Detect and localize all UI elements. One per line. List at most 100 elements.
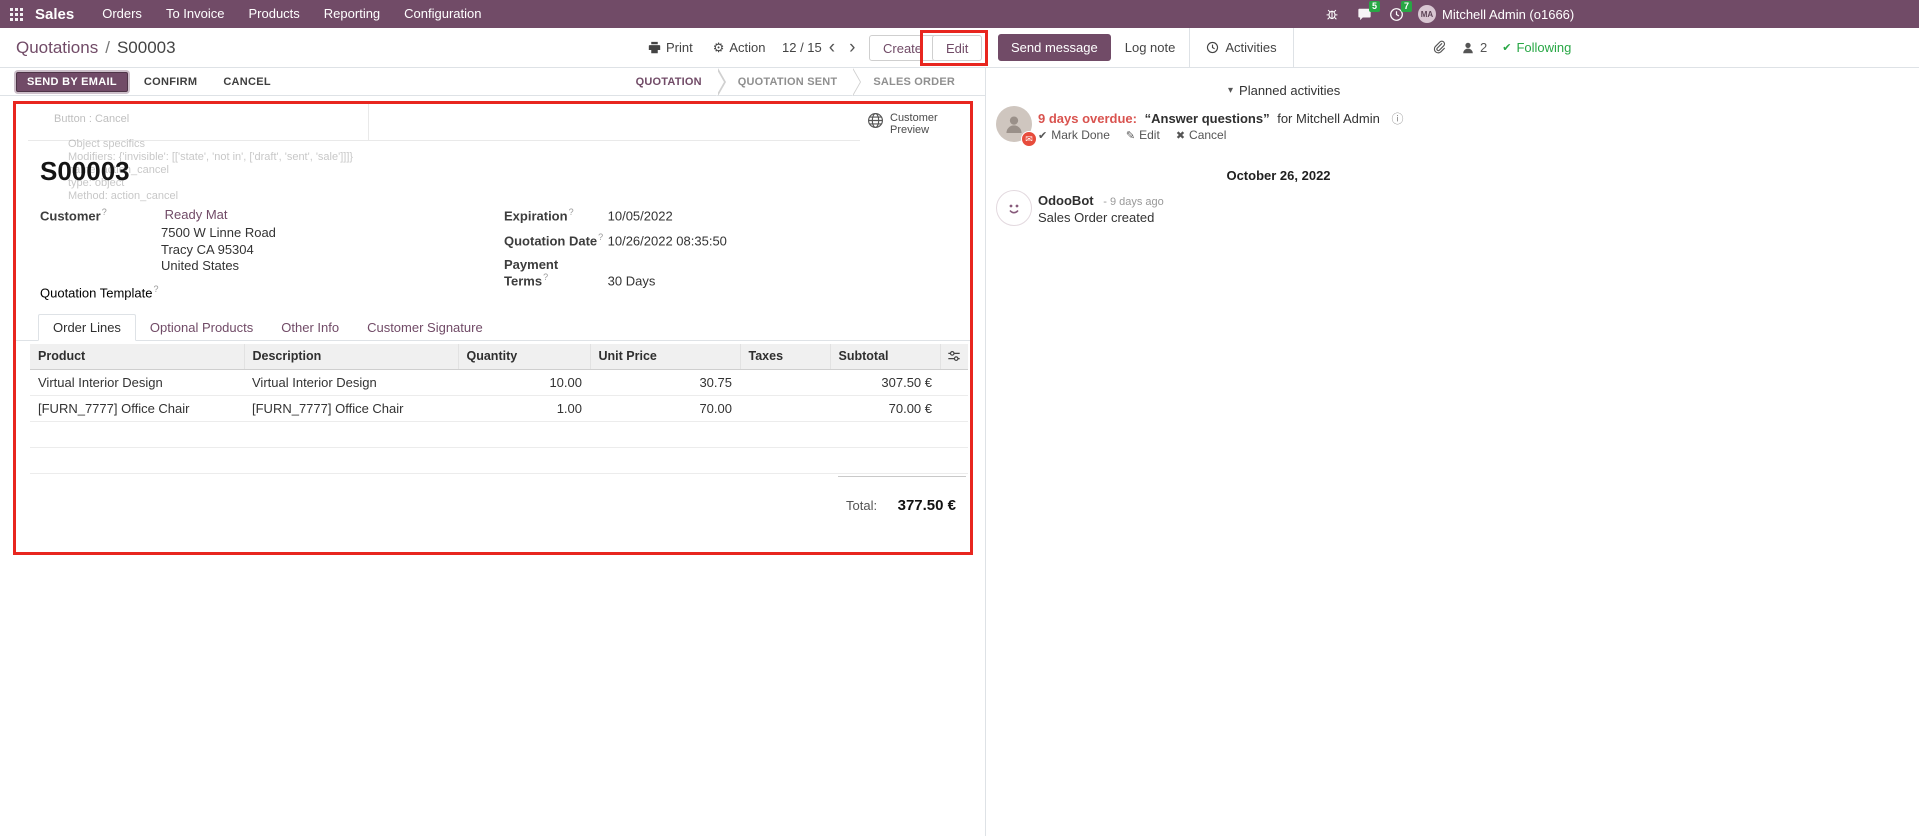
gear-icon: ⚙ (712, 39, 725, 55)
help-marker: ? (543, 272, 549, 282)
activity-edit-label: Edit (1139, 128, 1160, 142)
caret-down-icon: ▾ (1228, 85, 1234, 96)
followers-button[interactable]: 2 (1461, 40, 1487, 55)
sliders-icon (948, 351, 960, 362)
chatter-panel: ▾ Planned activities ✉ 9 days overdue: “… (985, 68, 1919, 836)
menu-to-invoice[interactable]: To Invoice (165, 6, 225, 21)
pager-previous-icon[interactable]: ‹ (828, 37, 836, 58)
breadcrumb-quotations-link[interactable]: Quotations (16, 37, 99, 57)
quotation-template-label: Quotation Template (40, 285, 153, 301)
cell-quantity: 10.00 (458, 369, 590, 396)
cell-subtotal: 70.00 € (830, 395, 940, 422)
quotation-date-value: 10/26/2022 08:35:50 (607, 233, 727, 249)
breadcrumb-separator: / (105, 37, 110, 57)
activity-actions: ✔ Mark Done ✎ Edit ✖ Cancel (1038, 128, 1226, 142)
send-message-button[interactable]: Send message (998, 34, 1111, 61)
edit-button[interactable]: Edit (932, 35, 983, 61)
cross-icon: ✖ (1175, 129, 1186, 142)
col-header-subtotal[interactable]: Subtotal (830, 344, 941, 370)
quotation-date-field: Quotation Date? 10/26/2022 08:35:50 (504, 232, 727, 248)
app-brand-sales[interactable]: Sales (35, 5, 75, 23)
divider (368, 104, 369, 140)
col-header-description[interactable]: Description (244, 344, 459, 370)
tab-customer-signature[interactable]: Customer Signature (367, 320, 483, 335)
check-icon: ✔ (1038, 129, 1048, 142)
order-line-row[interactable]: [FURN_7777] Office Chair [FURN_7777] Off… (30, 395, 968, 422)
col-header-unit-price[interactable]: Unit Price (590, 344, 741, 370)
message-author[interactable]: OdooBot (1038, 193, 1094, 208)
total-label: Total: (846, 498, 878, 513)
log-note-button[interactable]: Log note (1111, 35, 1190, 60)
cell-product: [FURN_7777] Office Chair (30, 395, 244, 422)
menu-reporting[interactable]: Reporting (323, 6, 381, 21)
message-body: Sales Order created (1038, 210, 1155, 225)
help-marker: ? (598, 232, 604, 242)
menu-products[interactable]: Products (248, 6, 300, 21)
menu-configuration[interactable]: Configuration (404, 6, 482, 21)
activity-email-badge-icon: ✉ (1021, 131, 1037, 147)
cell-subtotal: 307.50 € (830, 369, 940, 396)
activity-overdue: 9 days overdue: (1038, 111, 1137, 126)
send-by-email-button[interactable]: SEND BY EMAIL (16, 71, 128, 92)
order-lines-table: Product Description Quantity Unit Price … (30, 344, 968, 474)
action-button[interactable]: ⚙ Action (713, 40, 766, 56)
print-button[interactable]: Print (648, 40, 693, 55)
messages-icon[interactable]: 5 (1354, 1, 1380, 24)
message-header: OdooBot - 9 days ago (1038, 193, 1164, 208)
state-sales-order[interactable]: SALES ORDER (873, 75, 955, 88)
following-button[interactable]: ✔ Following (1502, 40, 1571, 55)
divider (28, 140, 860, 141)
planned-activities-header[interactable]: ▾ Planned activities (1228, 83, 1340, 98)
payment-terms-label: Payment Terms (504, 257, 559, 289)
expiration-field: Expiration? 10/05/2022 (504, 207, 673, 223)
activity-cancel-button[interactable]: ✖ Cancel (1176, 128, 1227, 142)
breadcrumb: Quotations / S00003 (16, 28, 176, 67)
create-button[interactable]: Create (869, 35, 937, 61)
order-line-row[interactable]: Virtual Interior Design Virtual Interior… (30, 369, 968, 396)
apps-grid-icon[interactable] (0, 7, 33, 21)
paperclip-icon (1433, 40, 1446, 54)
order-total: Total: 377.50 € (838, 476, 966, 514)
attachments-button[interactable] (1432, 40, 1446, 55)
address-line: 7500 W Linne Road (161, 225, 276, 241)
customer-preview-button[interactable]: Customer Preview (867, 112, 946, 136)
robot-smiley-icon (1009, 204, 1019, 214)
customer-address: 7500 W Linne Road Tracy CA 95304 United … (161, 225, 276, 275)
pager-next-icon[interactable]: › (849, 37, 856, 58)
cancel-button[interactable]: CANCEL (213, 73, 281, 91)
user-menu[interactable]: MA Mitchell Admin (o1666) (1418, 5, 1574, 23)
odoobot-avatar[interactable] (996, 190, 1032, 226)
activities-clock-icon[interactable]: 7 (1386, 1, 1412, 24)
confirm-button[interactable]: CONFIRM (134, 73, 207, 91)
cell-description: Virtual Interior Design (244, 369, 458, 396)
col-header-product[interactable]: Product (30, 344, 245, 370)
person-icon (1006, 116, 1022, 133)
optional-columns-button[interactable] (940, 344, 968, 370)
col-header-taxes[interactable]: Taxes (740, 344, 831, 370)
activity-edit-button[interactable]: ✎ Edit (1126, 128, 1160, 142)
chatter-message: OdooBot - 9 days ago Sales Order created (996, 190, 1571, 230)
tab-order-lines[interactable]: Order Lines (38, 314, 136, 341)
activity-summary: 9 days overdue: “Answer questions” for M… (1038, 110, 1403, 127)
customer-value-link[interactable]: Ready Mat (164, 207, 228, 222)
empty-row (30, 447, 968, 474)
menu-orders[interactable]: Orders (102, 6, 142, 21)
tab-other-info[interactable]: Other Info (281, 320, 340, 335)
tab-optional-products[interactable]: Optional Products (149, 320, 254, 335)
cell-unit-price: 30.75 (590, 369, 740, 396)
state-quotation[interactable]: QUOTATION (616, 67, 726, 96)
activities-button[interactable]: Activities (1189, 28, 1294, 67)
cell-unit-price: 70.00 (590, 395, 740, 422)
top-navbar: Sales Orders To Invoice Products Reporti… (0, 0, 1919, 28)
activity-avatar[interactable]: ✉ (996, 106, 1037, 147)
mark-done-button[interactable]: ✔ Mark Done (1038, 128, 1110, 142)
planned-activities-label: Planned activities (1239, 83, 1341, 98)
debug-bug-icon[interactable] (1322, 4, 1342, 24)
col-header-quantity[interactable]: Quantity (458, 344, 591, 370)
cp-action-buttons: Print ⚙ Action (648, 28, 766, 67)
info-icon[interactable]: ⓘ (1391, 112, 1404, 126)
state-quotation-sent[interactable]: QUOTATION SENT (718, 67, 861, 96)
check-icon: ✔ (1502, 42, 1512, 54)
quotation-template-field: Quotation Template? (40, 284, 159, 300)
